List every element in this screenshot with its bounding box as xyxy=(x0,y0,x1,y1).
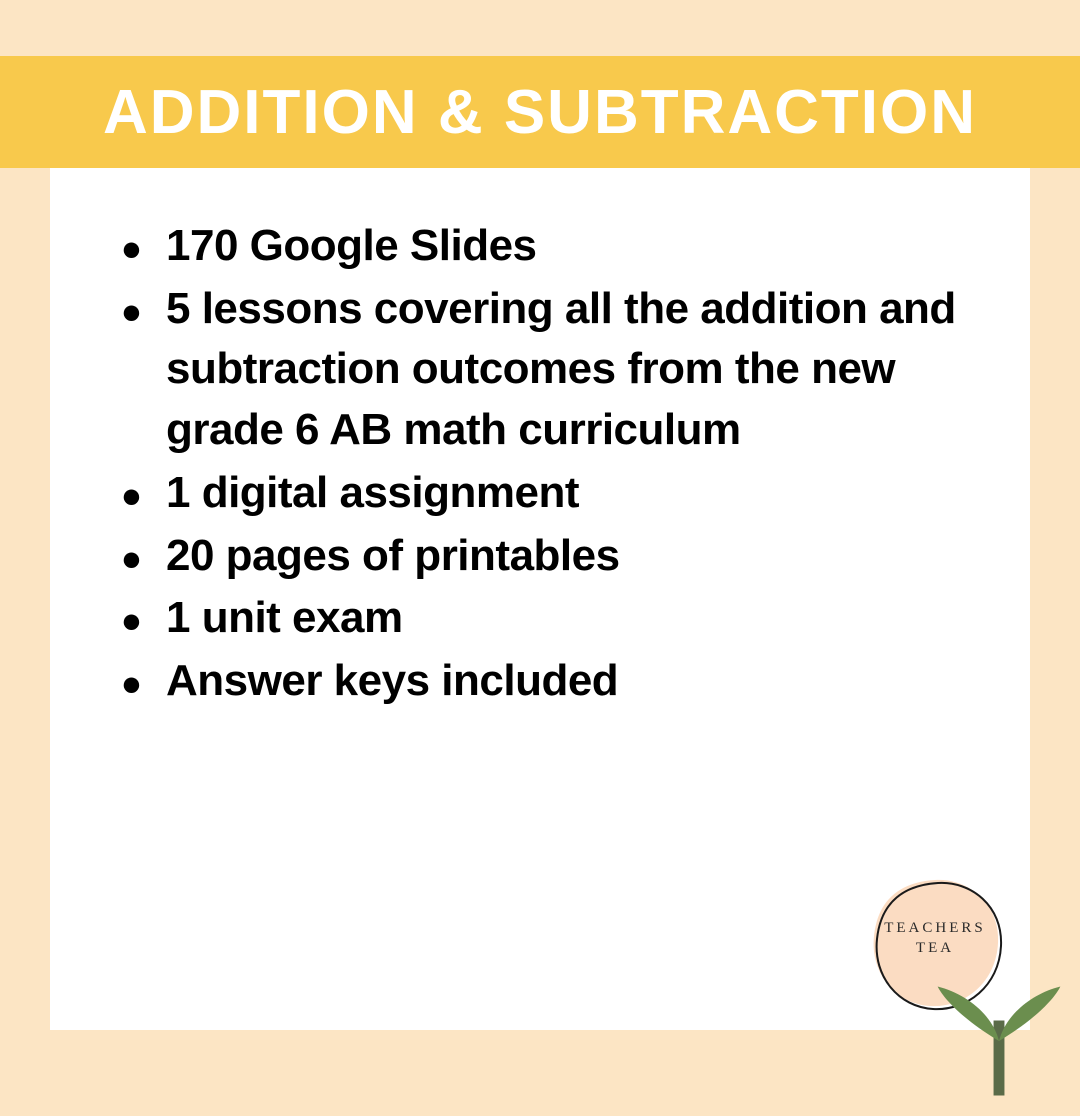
list-item: 1 unit exam xyxy=(108,588,972,649)
brand-logo: TEACHERS TEA xyxy=(860,868,1010,1018)
title-band: ADDITION & SUBTRACTION xyxy=(0,56,1080,168)
content-card: 170 Google Slides 5 lessons covering all… xyxy=(50,168,1030,1030)
logo-text: TEACHERS TEA xyxy=(860,918,1010,959)
page-title: ADDITION & SUBTRACTION xyxy=(103,77,977,148)
logo-line1: TEACHERS xyxy=(884,920,986,936)
leaf-icon xyxy=(924,966,1074,1116)
list-item: 170 Google Slides xyxy=(108,216,972,277)
list-item: Answer keys included xyxy=(108,651,972,712)
list-item: 20 pages of printables xyxy=(108,526,972,587)
list-item: 5 lessons covering all the addition and … xyxy=(108,279,972,461)
logo-line2: TEA xyxy=(916,940,954,956)
feature-list: 170 Google Slides 5 lessons covering all… xyxy=(108,216,972,712)
list-item: 1 digital assignment xyxy=(108,463,972,524)
